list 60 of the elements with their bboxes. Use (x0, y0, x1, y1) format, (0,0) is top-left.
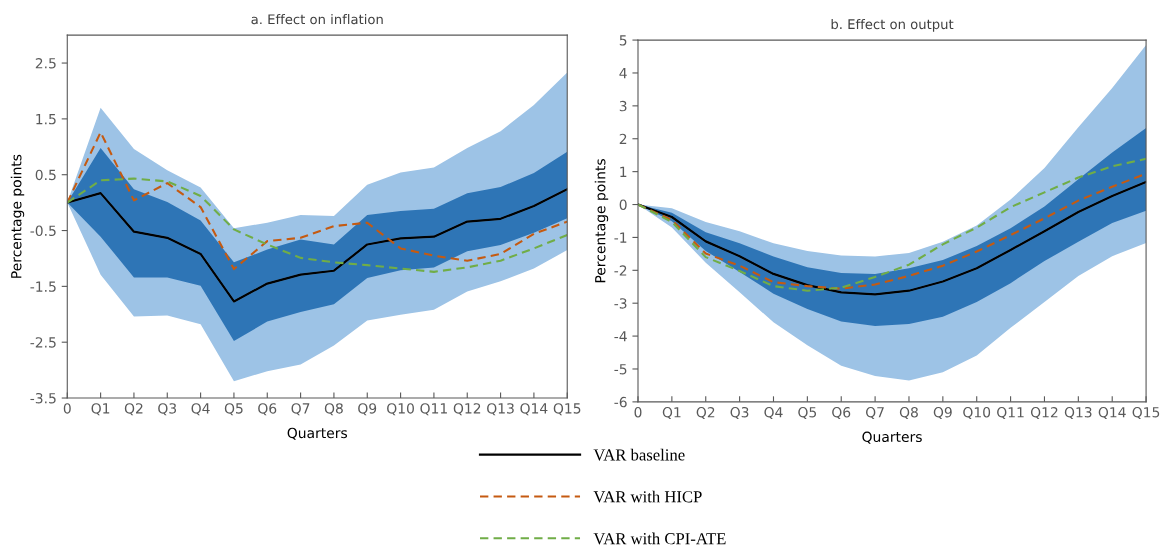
x-tick-label: 0 (63, 403, 71, 414)
x-tick-label: Q15 (553, 403, 581, 416)
x-tick-label: Q8 (899, 406, 918, 420)
x-tick-label: Q12 (1030, 406, 1058, 420)
x-tick-label: Q9 (933, 406, 952, 420)
x-tick-label: Q3 (158, 403, 177, 416)
x-tick-label: Q7 (291, 403, 310, 416)
y-tick-label: -6 (614, 396, 627, 408)
x-tick-label: Q6 (832, 406, 851, 420)
x-tick-label: Q3 (730, 406, 749, 420)
y-tick-label: 2 (619, 133, 627, 145)
x-tick-label: Q10 (387, 403, 414, 416)
x-tick-label: Q13 (487, 403, 514, 416)
y-tick-label: 1.5 (36, 114, 56, 125)
x-axis-title: Quarters (287, 427, 348, 440)
x-tick-label: Q11 (997, 406, 1024, 420)
y-tick-label: 4 (619, 68, 627, 79)
x-tick-label: Q9 (358, 403, 377, 416)
x-tick-label: 0 (634, 406, 642, 418)
x-tick-label: Q13 (1064, 406, 1092, 420)
text: VAR baseline (593, 448, 685, 461)
y-axis-title: Percentage points (10, 154, 25, 278)
x-tick-label: Q4 (191, 403, 210, 416)
x-tick-label: Q8 (324, 403, 343, 416)
x-tick-label: Q1 (662, 406, 681, 420)
y-tick-label: -1.5 (30, 281, 56, 292)
y-axis-title: Percentage points (594, 159, 609, 283)
x-axis-title: Quarters (862, 431, 922, 444)
y-tick-label: -3 (614, 298, 627, 309)
y-tick-label: -3.5 (30, 392, 56, 404)
y-tick-label: -5 (614, 364, 627, 375)
text: VAR with HICP (593, 490, 702, 503)
x-tick-label: Q14 (520, 403, 548, 416)
x-tick-label: Q7 (866, 406, 884, 420)
x-tick-label: Q1 (91, 403, 110, 416)
y-tick-label: -4 (614, 331, 627, 342)
x-tick-label: Q10 (963, 406, 991, 420)
x-tick-label: Q6 (258, 403, 277, 416)
x-tick-label: Q2 (124, 403, 143, 416)
x-tick-label: Q15 (1132, 406, 1160, 420)
text: VAR with CPI-ATE (593, 532, 726, 545)
y-tick-label: -2 (614, 265, 627, 276)
y-tick-label: -1 (614, 232, 627, 243)
y-tick-label: 0.5 (35, 169, 56, 181)
y-tick-label: 1 (620, 166, 627, 177)
x-tick-label: Q2 (696, 406, 715, 420)
chart-title: a. Effect on inflation (251, 14, 383, 25)
x-tick-label: Q11 (420, 403, 447, 416)
x-tick-label: Q14 (1098, 406, 1126, 420)
y-tick-label: 5 (619, 35, 627, 46)
x-tick-label: Q5 (798, 406, 817, 420)
x-tick-label: Q12 (453, 403, 481, 416)
y-tick-label: 3 (619, 100, 627, 112)
y-tick-label: 0 (619, 199, 627, 210)
y-tick-label: -0.5 (30, 225, 56, 237)
x-tick-label: Q5 (224, 403, 243, 416)
chart-title: b. Effect on output (831, 18, 954, 32)
y-tick-label: 2.5 (35, 58, 56, 69)
y-tick-label: -2.5 (30, 337, 56, 348)
x-tick-label: Q4 (764, 406, 783, 420)
